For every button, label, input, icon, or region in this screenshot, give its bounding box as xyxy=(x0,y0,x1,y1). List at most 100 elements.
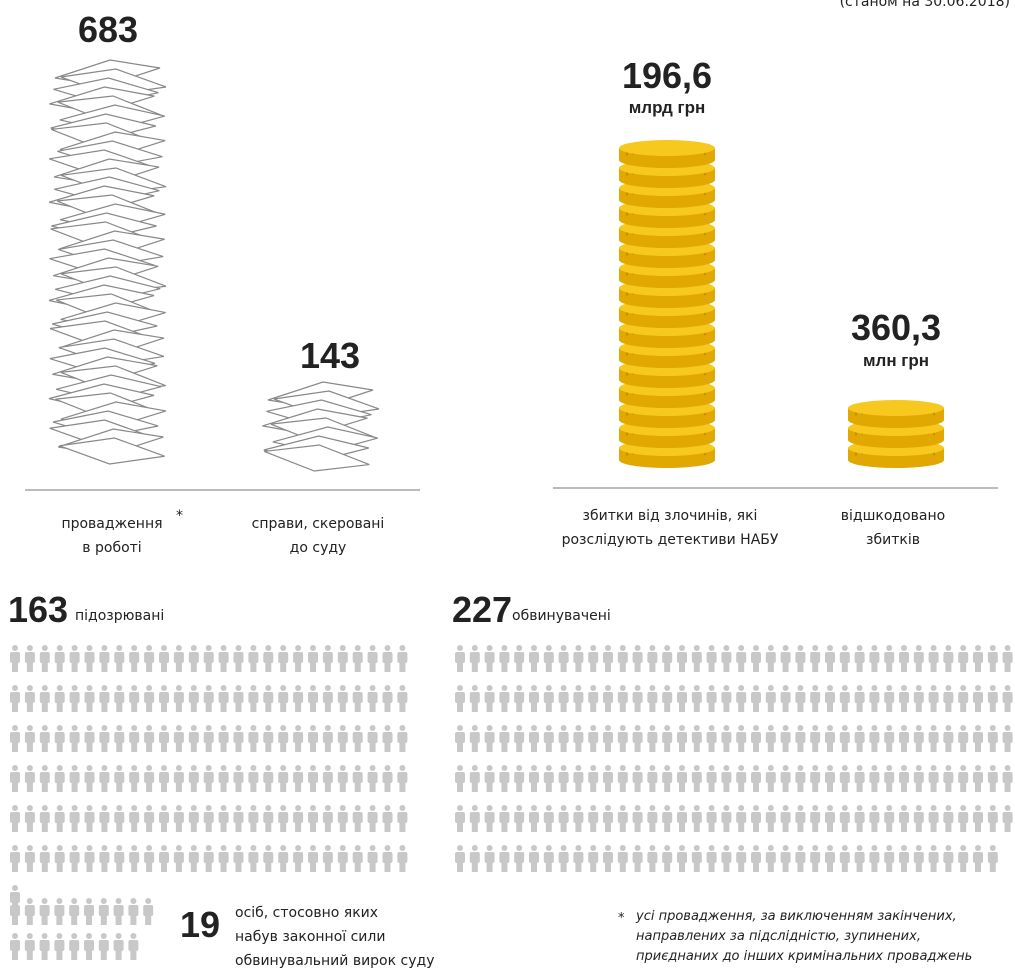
person-legs xyxy=(325,702,331,712)
person-head xyxy=(842,725,848,731)
person-body xyxy=(40,812,50,823)
person-head xyxy=(945,805,951,811)
person-body xyxy=(662,772,672,783)
person-head xyxy=(886,725,892,731)
person-head xyxy=(250,765,256,771)
person-legs xyxy=(295,862,301,872)
person-legs xyxy=(931,662,937,672)
person-legs xyxy=(101,702,107,712)
person-body xyxy=(248,772,258,783)
person-body xyxy=(278,772,288,783)
person-head xyxy=(679,725,685,731)
person-legs xyxy=(385,862,391,872)
person-body xyxy=(338,692,348,703)
person-legs xyxy=(280,702,286,712)
person-head xyxy=(71,898,77,904)
person-head xyxy=(561,765,567,771)
person-head xyxy=(12,885,18,891)
person-body xyxy=(751,852,761,863)
person-body xyxy=(855,812,865,823)
person-body xyxy=(633,772,643,783)
person-body xyxy=(84,905,94,916)
person-head xyxy=(664,645,670,651)
person-head xyxy=(531,685,537,691)
person-body xyxy=(383,732,393,743)
person-head xyxy=(501,685,507,691)
person-body xyxy=(99,652,109,663)
person-legs xyxy=(250,662,256,672)
paper-stack xyxy=(49,60,166,464)
person-head xyxy=(561,645,567,651)
person-body xyxy=(204,772,214,783)
person-legs xyxy=(57,782,63,792)
person-legs xyxy=(370,782,376,792)
person-head xyxy=(399,845,405,851)
person-legs xyxy=(590,782,596,792)
person-head xyxy=(664,805,670,811)
people-label: обвинувальний вирок суду xyxy=(235,953,434,969)
person-head xyxy=(797,765,803,771)
person-legs xyxy=(340,822,346,832)
person-legs xyxy=(176,782,182,792)
person-body xyxy=(383,852,393,863)
person-head xyxy=(827,725,833,731)
person-body xyxy=(338,772,348,783)
person-head xyxy=(575,805,581,811)
person-body xyxy=(662,812,672,823)
person-body xyxy=(662,692,672,703)
person-head xyxy=(101,805,107,811)
person-body xyxy=(1003,772,1013,783)
person-legs xyxy=(325,662,331,672)
person-head xyxy=(399,685,405,691)
person-body xyxy=(397,692,407,703)
person-head xyxy=(990,765,996,771)
person-body xyxy=(573,692,583,703)
person-body xyxy=(10,652,20,663)
person-head xyxy=(355,805,361,811)
person-body xyxy=(840,852,850,863)
person-head xyxy=(827,805,833,811)
person-head xyxy=(516,645,522,651)
person-head xyxy=(131,845,137,851)
cases-label: в роботі xyxy=(82,540,141,556)
person-legs xyxy=(931,742,937,752)
person-body xyxy=(529,652,539,663)
person-legs xyxy=(146,662,152,672)
person-legs xyxy=(385,782,391,792)
person-legs xyxy=(768,782,774,792)
person-head xyxy=(931,805,937,811)
person-head xyxy=(12,805,18,811)
person-legs xyxy=(12,702,18,712)
person-head xyxy=(709,685,715,691)
person-head xyxy=(27,685,33,691)
person-legs xyxy=(457,662,463,672)
person-body xyxy=(368,772,378,783)
person-head xyxy=(886,645,892,651)
person-head xyxy=(975,805,981,811)
person-head xyxy=(236,645,242,651)
person-head xyxy=(131,645,137,651)
person-legs xyxy=(723,782,729,792)
person-head xyxy=(768,845,774,851)
person-body xyxy=(70,692,80,703)
person-legs xyxy=(131,862,137,872)
person-body xyxy=(85,772,95,783)
person-head xyxy=(931,725,937,731)
page: {"header": {"note": "(станом на 30.06.20… xyxy=(0,0,1015,970)
person-legs xyxy=(101,782,107,792)
person-legs xyxy=(945,702,951,712)
person-head xyxy=(516,725,522,731)
person-head xyxy=(649,645,655,651)
person-legs xyxy=(57,662,63,672)
person-legs xyxy=(797,862,803,872)
person-legs xyxy=(206,742,212,752)
person-body xyxy=(189,732,199,743)
person-head xyxy=(990,645,996,651)
people-number: 163 xyxy=(8,589,68,630)
person-body xyxy=(662,652,672,663)
person-body xyxy=(603,772,613,783)
person-legs xyxy=(812,702,818,712)
person-body xyxy=(869,652,879,663)
cases-number: 683 xyxy=(78,9,138,50)
person-legs xyxy=(101,862,107,872)
